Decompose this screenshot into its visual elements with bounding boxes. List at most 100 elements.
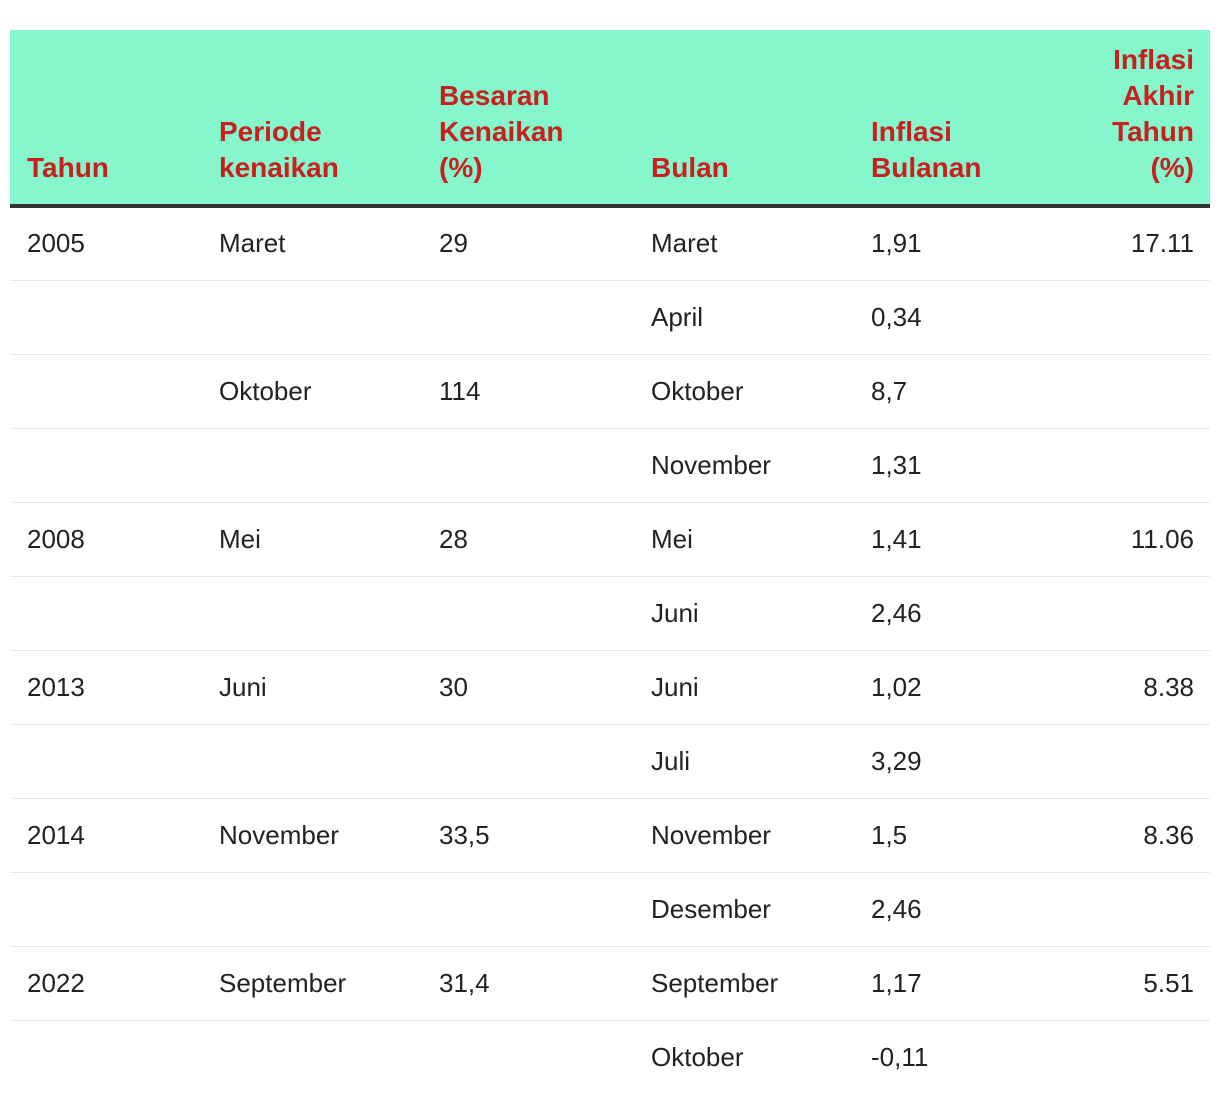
cell-periode: Mei	[202, 502, 422, 577]
cell-tahun	[10, 280, 202, 355]
header-inflasi-akhir-tahun: Inflasi Akhir Tahun (%)	[1054, 30, 1210, 208]
header-periode-kenaikan: Periode kenaikan	[202, 30, 422, 208]
cell-besaran: 31,4	[422, 946, 634, 1021]
cell-tahun: 2022	[10, 946, 202, 1021]
cell-inflasi-akhir-tahun: 17.11	[1054, 206, 1210, 281]
table-row: 2022 September 31,4 September 1,17 5.51	[10, 946, 1210, 1021]
cell-inflasi-bulanan: -0,11	[871, 1041, 929, 1072]
cell-besaran: 28	[422, 502, 634, 577]
table-row: 2005 Maret 29 Maret 1,91 17.11	[10, 206, 1210, 281]
cell-inflasi-akhir-tahun	[1054, 1020, 1210, 1094]
header-label-line: (%)	[1150, 152, 1194, 183]
header-besaran-kenaikan: Besaran Kenaikan (%)	[422, 30, 634, 208]
cell-bulan: April	[634, 280, 854, 355]
header-inflasi-bulanan: Inflasi Bulanan	[854, 30, 1054, 208]
cell-inflasi-akhir-tahun	[1054, 724, 1210, 799]
header-label-line: Tahun	[27, 152, 109, 183]
cell-periode	[202, 724, 422, 799]
cell-besaran	[422, 280, 634, 355]
cell-inflasi-bulanan: 1,91	[854, 206, 1054, 281]
table-row: Desember 2,46	[10, 872, 1210, 947]
cell-inflasi-bulanan: 1,5	[854, 798, 1054, 873]
cell-tahun	[10, 1020, 202, 1094]
table-row: Juni 2,46	[10, 576, 1210, 651]
cell-tahun	[10, 428, 202, 503]
cell-periode: September	[202, 946, 422, 1021]
cell-bulan: November	[634, 428, 854, 503]
cell-besaran: 114	[422, 354, 634, 429]
table-row: Juli 3,29	[10, 724, 1210, 799]
table-row: November 1,31	[10, 428, 1210, 503]
cell-inflasi-akhir-tahun: 5.51	[1054, 946, 1210, 1021]
table-row: 2013 Juni 30 Juni 1,02 8.38	[10, 650, 1210, 725]
cell-bulan: September	[634, 946, 854, 1021]
cell-inflasi-bulanan: 1,17	[854, 946, 1054, 1021]
header-bulan: Bulan	[634, 30, 854, 208]
cell-bulan: Juli	[634, 724, 854, 799]
cell-inflasi-akhir-tahun	[1054, 428, 1210, 503]
table-row: 2014 November 33,5 November 1,5 8.36	[10, 798, 1210, 873]
cell-bulan: Mei	[634, 502, 854, 577]
cell-inflasi-bulanan: 2,46	[854, 576, 1054, 651]
cell-bulan: Maret	[634, 206, 854, 281]
header-label-line: Periode	[219, 116, 322, 147]
cell-besaran	[422, 872, 634, 947]
header-label-line: kenaikan	[219, 152, 339, 183]
cell-besaran: 30	[422, 650, 634, 725]
cell-inflasi-akhir-tahun	[1054, 576, 1210, 651]
cell-bulan: Oktober	[634, 354, 854, 429]
cell-tahun: 2005	[10, 206, 202, 281]
cell-besaran	[422, 428, 634, 503]
inflation-table-container: Tahun Periode kenaikan Besaran Kenaikan (%) Bu…	[10, 30, 1210, 1094]
cell-inflasi-akhir-tahun: 8.36	[1054, 798, 1210, 873]
cell-periode: Juni	[202, 650, 422, 725]
cell-bulan: Oktober	[651, 1041, 744, 1072]
header-label-line: Tahun	[1112, 116, 1194, 147]
cell-periode	[202, 1020, 422, 1094]
cell-tahun	[10, 724, 202, 799]
cell-inflasi-bulanan: 2,46	[854, 872, 1054, 947]
cell-inflasi-akhir-tahun	[1054, 280, 1210, 355]
cell-periode: November	[202, 798, 422, 873]
cell-inflasi-bulanan: 1,02	[854, 650, 1054, 725]
cell-periode: Maret	[202, 206, 422, 281]
table-header: Tahun Periode kenaikan Besaran Kenaikan (%) Bu…	[10, 30, 1210, 208]
cell-inflasi-akhir-tahun	[1054, 354, 1210, 429]
cell-bulan: Desember	[634, 872, 854, 947]
cell-periode	[202, 428, 422, 503]
cell-inflasi-bulanan: 1,41	[854, 502, 1054, 577]
cell-inflasi-akhir-tahun	[1054, 872, 1210, 947]
cell-besaran	[422, 724, 634, 799]
cell-inflasi-akhir-tahun: 11.06	[1054, 502, 1210, 577]
header-label-line: Inflasi	[1113, 44, 1194, 75]
table-row: 2008 Mei 28 Mei 1,41 11.06	[10, 502, 1210, 577]
table-row: April 0,34	[10, 280, 1210, 355]
cell-inflasi-bulanan: 8,7	[854, 354, 1054, 429]
cell-tahun: 2008	[10, 502, 202, 577]
header-label-line: Akhir	[1122, 80, 1194, 111]
cell-bulan: Juni	[634, 650, 854, 725]
inflation-table: Tahun Periode kenaikan Besaran Kenaikan (%) Bu…	[10, 30, 1210, 1094]
header-label-line: Inflasi	[871, 116, 952, 147]
header-tahun: Tahun	[10, 30, 202, 208]
cell-periode	[202, 872, 422, 947]
cell-besaran	[422, 1020, 634, 1094]
cell-tahun: 2013	[10, 650, 202, 725]
cell-tahun: 2014	[10, 798, 202, 873]
header-label-line: Bulanan	[871, 152, 982, 183]
cell-besaran: 29	[422, 206, 634, 281]
cell-bulan: Juni	[634, 576, 854, 651]
cell-tahun	[10, 576, 202, 651]
header-label-line: Besaran	[439, 80, 550, 111]
cell-besaran	[422, 576, 634, 651]
table-row: Oktober -0,11	[10, 1020, 1210, 1094]
cell-periode: Oktober	[202, 354, 422, 429]
cell-inflasi-bulanan: 0,34	[854, 280, 1054, 355]
header-label-line: Kenaikan	[439, 116, 564, 147]
cell-besaran: 33,5	[422, 798, 634, 873]
cell-periode	[202, 576, 422, 651]
table-body: 2005 Maret 29 Maret 1,91 17.11 April 0,34 Oktobe…	[10, 206, 1210, 1094]
header-label-line: (%)	[439, 152, 483, 183]
cell-inflasi-bulanan: 3,29	[854, 724, 1054, 799]
cell-inflasi-akhir-tahun: 8.38	[1054, 650, 1210, 725]
